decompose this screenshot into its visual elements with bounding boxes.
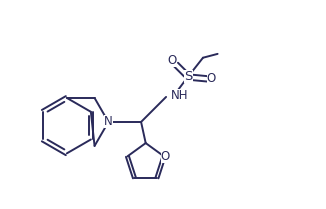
Text: O: O (168, 54, 177, 67)
Text: O: O (207, 72, 216, 85)
Text: N: N (104, 115, 113, 129)
Text: S: S (184, 70, 193, 83)
Text: O: O (160, 150, 170, 163)
Text: NH: NH (171, 89, 188, 102)
